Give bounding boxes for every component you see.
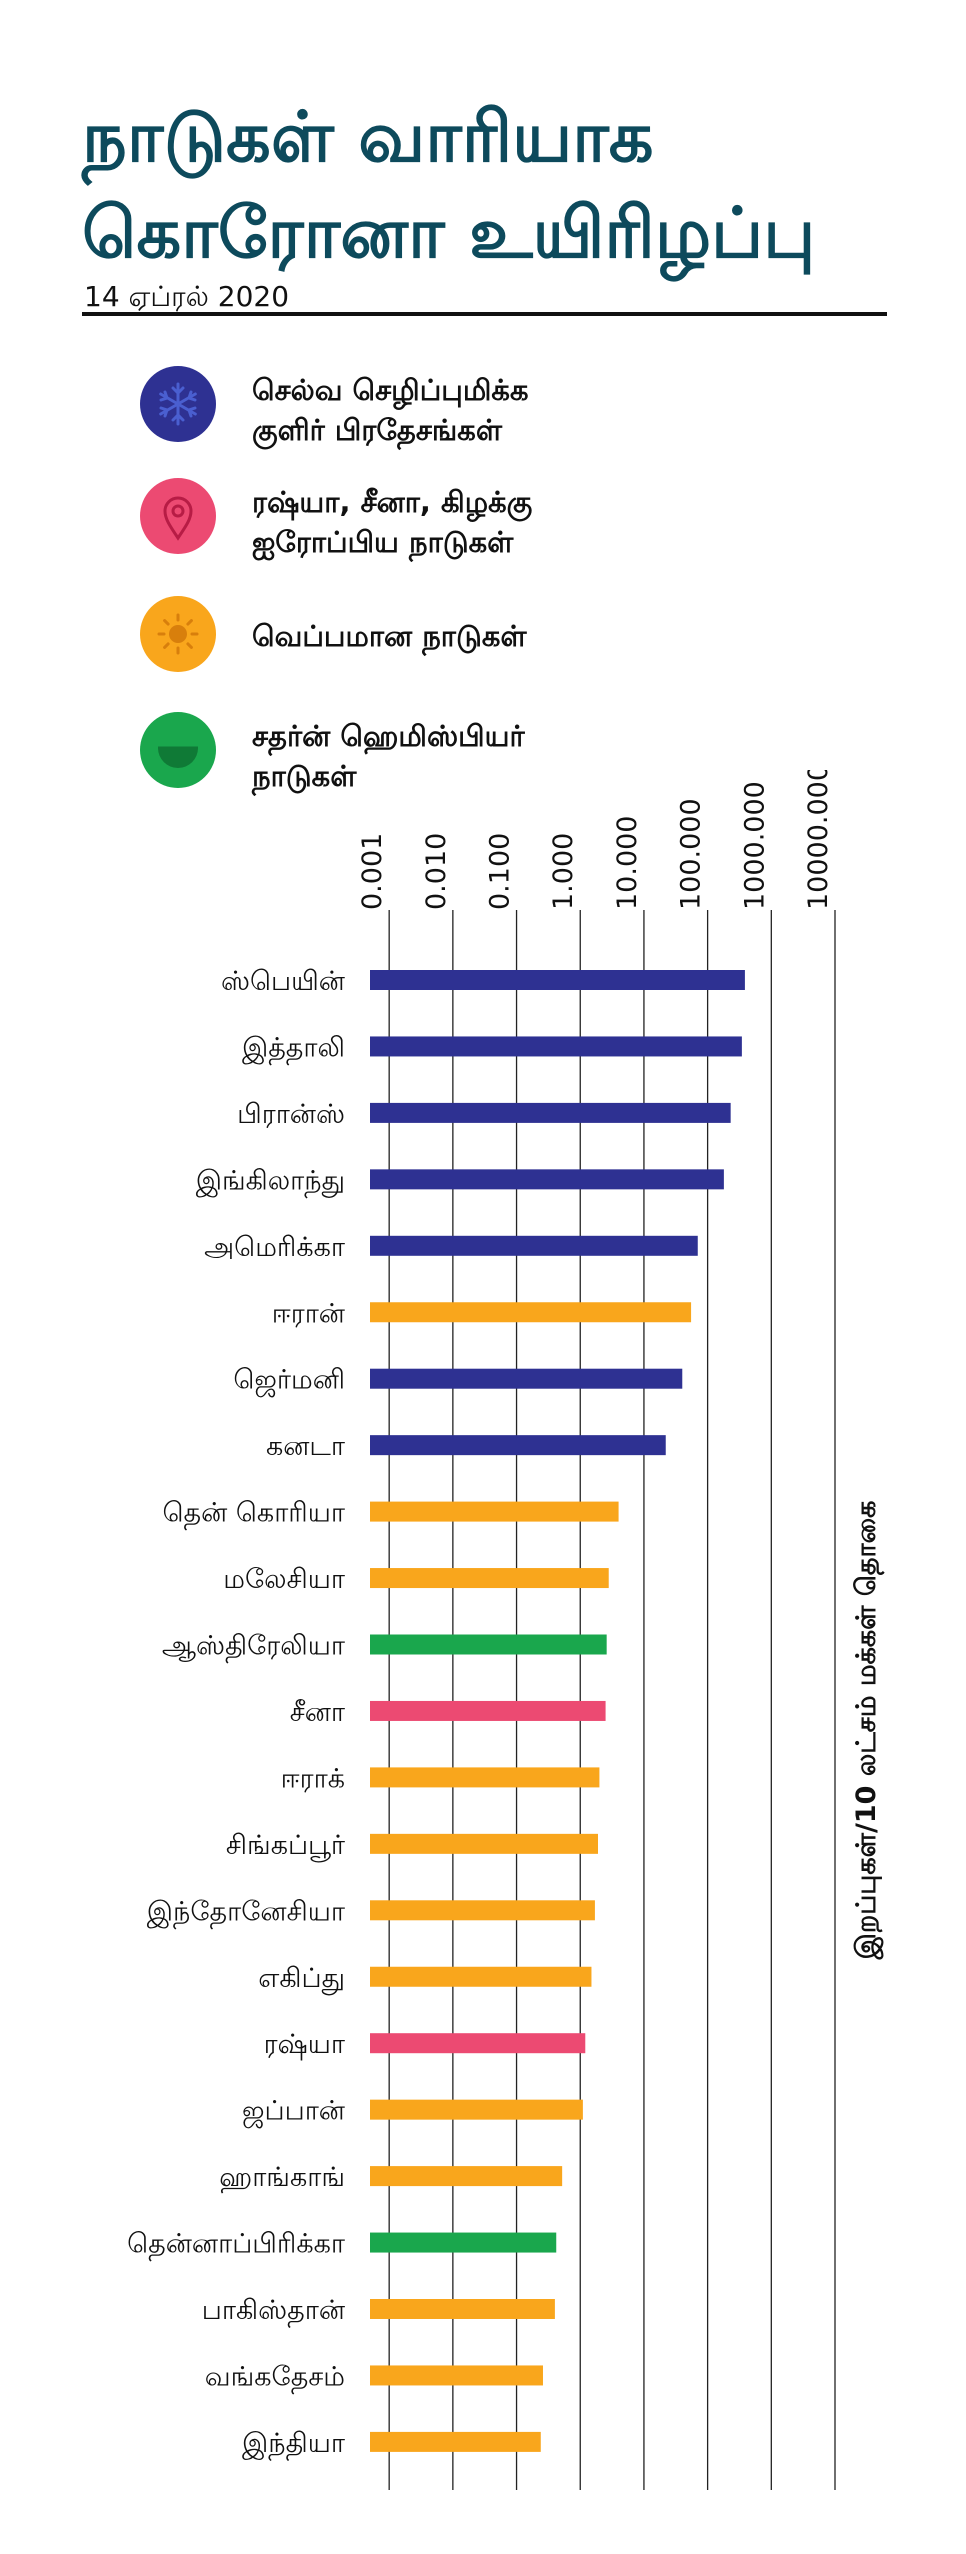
category-label: சீனா [290,1697,345,1728]
legend-label-line-2: குளிர் பிரதேசங்கள் [252,413,502,447]
category-label: ஹாங்காங் [219,2162,345,2194]
bar [370,1036,742,1057]
bar [370,1634,607,1655]
category-label: ஆஸ்திரேலியா [162,1631,345,1664]
bar [370,1102,731,1123]
bar [370,2299,555,2319]
category-label: பாகிஸ்தான் [202,2295,345,2328]
category-label: ஜப்பான் [242,2096,345,2129]
bar [370,1368,683,1389]
tick-label: 0.100 [485,833,516,910]
legend-label: சதர்ன் ஹெமிஸ்பியர் நாடுகள் [252,716,772,796]
category-label: இத்தாலி [242,1032,345,1065]
page-title-line-1: நாடுகள் வாரியாக [82,96,654,178]
category-label: சிங்கப்பூர் [226,1830,345,1863]
bar [370,1900,595,1921]
legend-label: செல்வ செழிப்புமிக்க குளிர் பிரதேசங்கள் [252,370,772,450]
category-label: இந்தியா [242,2428,345,2461]
legend-label-line-2: நாடுகள் [252,759,357,793]
tick-label: 1.000 [548,833,579,910]
bar [370,1169,724,1190]
deaths-per-million-chart: 0.001 0.010 0.100 1.000 10.000 100.000 1000.00… [127,770,885,2490]
bar [370,970,745,990]
bar [370,1767,600,1788]
tick-label: 10.000 [612,816,643,910]
legend-label: வெப்பமான நாடுகள் [252,616,772,656]
category-label: வங்கதேசம் [205,2361,345,2394]
bar [370,1833,598,1854]
category-label: ஜெர்மனி [233,1365,345,1398]
date-label: 14 ஏப்ரல் 2020 [84,280,290,313]
tick-label: 10000.000 [803,770,834,910]
bar [370,1700,606,1721]
legend-label: ரஷ்யா, சீனா, கிழக்கு ஐரோப்பிய நாடுகள் [252,482,772,562]
tick-label: 1000.000 [739,781,770,910]
tick-label: 0.010 [421,833,452,910]
category-label: கனடா [266,1431,345,1462]
category-label: ஈராக் [281,1763,345,1794]
legend-label-line-2: ஐரோப்பிய நாடுகள் [252,525,514,559]
category-label: தென் கொரியா [163,1498,345,1531]
category-label: இந்தோனேசியா [147,1896,345,1929]
category-label: ஸ்பெயின் [221,966,345,997]
bar [370,2232,557,2253]
category-label: தென்னாப்பிரிக்கா [127,2229,345,2262]
legend-label-line-1: ரஷ்யா, சீனா, கிழக்கு [252,485,533,519]
bar [370,2431,541,2452]
tick-label: 100.000 [676,798,707,910]
map-pin-icon [140,478,216,554]
bar [370,2099,583,2120]
category-label: மலேசியா [223,1564,345,1595]
axis-label: இறப்புகள்/10 லட்சம் மக்கள் தொகை [851,1501,885,1961]
bar [370,1501,619,1522]
bar [370,1302,692,1323]
snowflake-icon [140,366,216,442]
legend-label-line-1: செல்வ செழிப்புமிக்க [252,373,529,407]
category-label: அமெரிக்கா [204,1232,345,1263]
half-circle-icon [140,712,216,788]
header-divider [82,312,887,316]
category-label: ஈரான் [272,1298,345,1329]
category-label: இங்கிலாந்து [196,1165,345,1198]
bar [370,2033,586,2054]
bar [370,1568,609,1589]
tick-label: 0.001 [357,833,388,910]
category-label: எகிப்து [258,1963,345,1995]
page-title-line-2: கொரோனா உயிரிழப்பு [82,192,816,274]
sun-icon [140,596,216,672]
category-label: பிரான்ஸ் [237,1099,345,1130]
bar [370,2166,563,2187]
bar [370,1235,698,1256]
category-label: ரஷ்யா [264,2029,345,2061]
bar [370,1966,592,1987]
legend-label-line-1: வெப்பமான நாடுகள் [252,619,527,653]
bar [370,1435,666,1456]
bar [370,2365,543,2386]
legend-label-line-1: சதர்ன் ஹெமிஸ்பியர் [252,719,525,753]
